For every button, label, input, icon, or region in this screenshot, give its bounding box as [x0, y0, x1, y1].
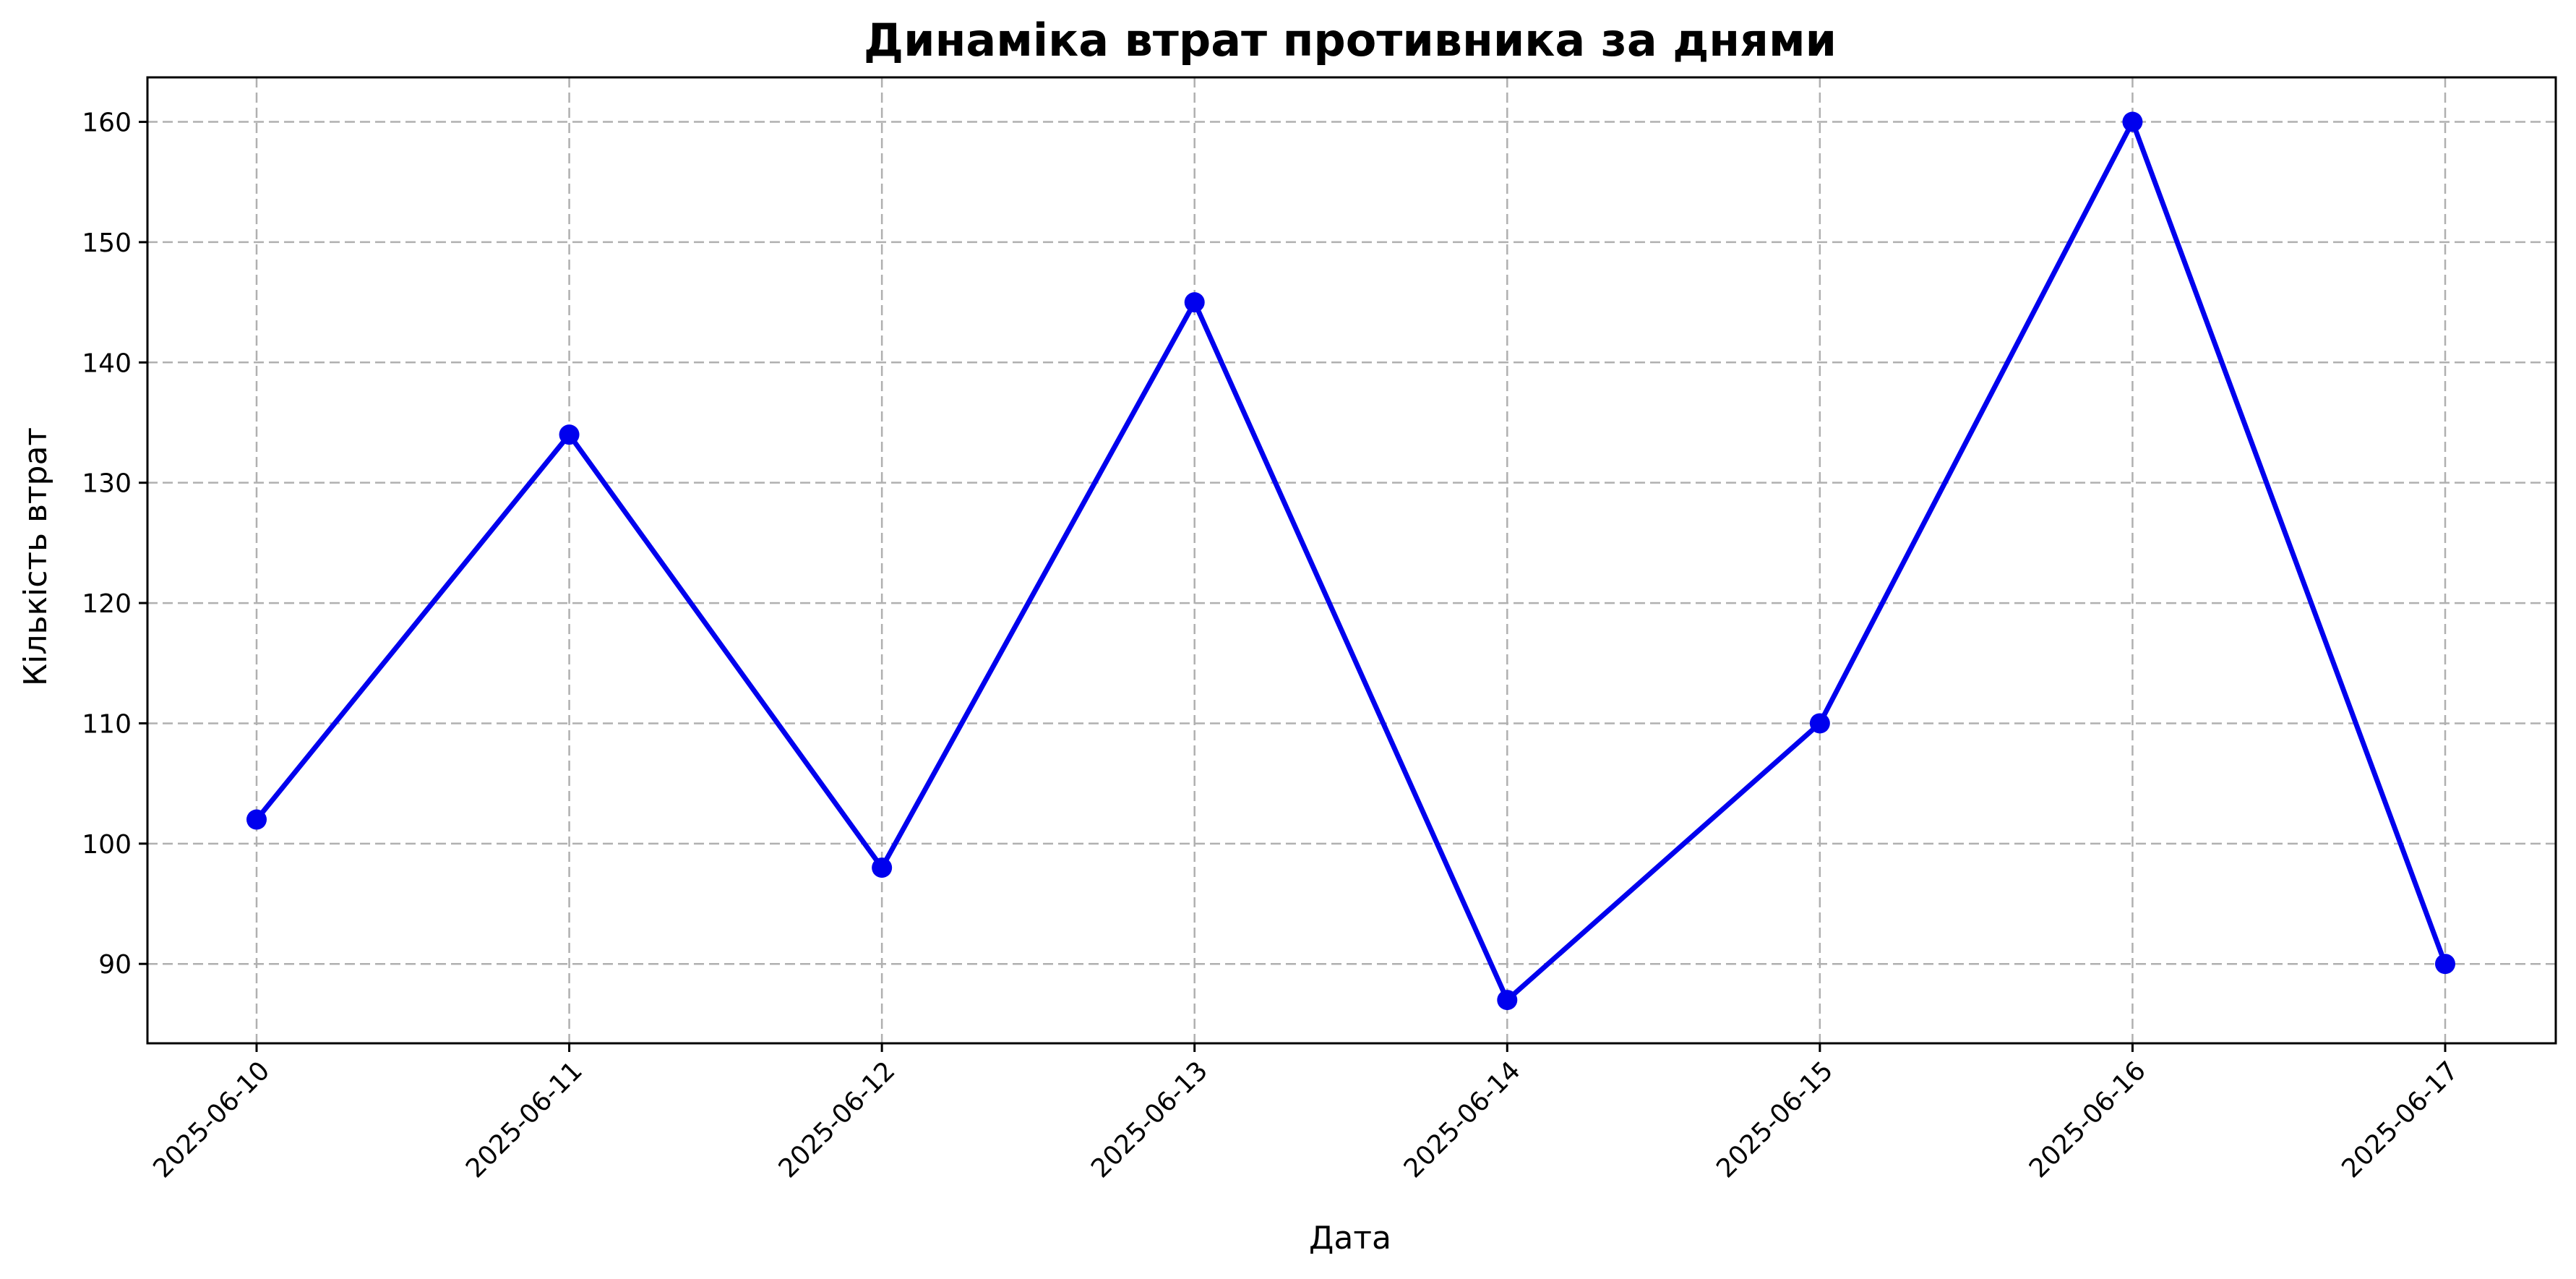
y-axis-label: Кількість втрат — [17, 427, 54, 686]
data-point-2025-06-16 — [2122, 111, 2143, 132]
grid — [147, 77, 2556, 1043]
y-tick-label: 130 — [82, 469, 132, 499]
x-tick-label: 2025-06-10 — [147, 1056, 275, 1184]
data-point-2025-06-15 — [1809, 713, 1830, 734]
x-tick-label: 2025-06-16 — [2024, 1056, 2152, 1184]
series-line — [254, 119, 2448, 1003]
x-tick-label: 2025-06-17 — [2336, 1056, 2464, 1184]
data-point-2025-06-14 — [1497, 990, 1518, 1011]
y-tick-label: 150 — [82, 228, 132, 258]
y-tick-label: 110 — [82, 709, 132, 739]
y-tick-label: 140 — [82, 348, 132, 378]
x-tick-label: 2025-06-12 — [773, 1056, 901, 1184]
x-tick-label: 2025-06-13 — [1086, 1056, 1214, 1184]
x-axis: 2025-06-10 2025-06-11 2025-06-12 2025-06-13… — [147, 1043, 2464, 1184]
x-tick-label: 2025-06-14 — [1399, 1056, 1527, 1184]
y-tick-label: 100 — [82, 830, 132, 860]
data-point-2025-06-12 — [872, 857, 893, 878]
data-point-2025-06-10 — [246, 809, 267, 830]
data-point-2025-06-13 — [1184, 292, 1205, 313]
plot-frame — [146, 76, 2557, 1045]
data-point-2025-06-17 — [2435, 954, 2455, 975]
series-points — [246, 111, 2455, 1011]
x-tick-label: 2025-06-11 — [460, 1056, 588, 1184]
y-tick-label: 120 — [82, 589, 132, 619]
y-tick-label: 90 — [98, 950, 132, 980]
chart-title: Динаміка втрат противника за днями — [864, 14, 1837, 67]
x-tick-label: 2025-06-15 — [1711, 1056, 1839, 1184]
data-point-2025-06-11 — [559, 424, 580, 445]
y-tick-label: 160 — [82, 108, 132, 138]
x-axis-label: Дата — [1309, 1220, 1391, 1257]
y-axis: 90 100 110 120 130 140 150 160 — [82, 108, 147, 980]
